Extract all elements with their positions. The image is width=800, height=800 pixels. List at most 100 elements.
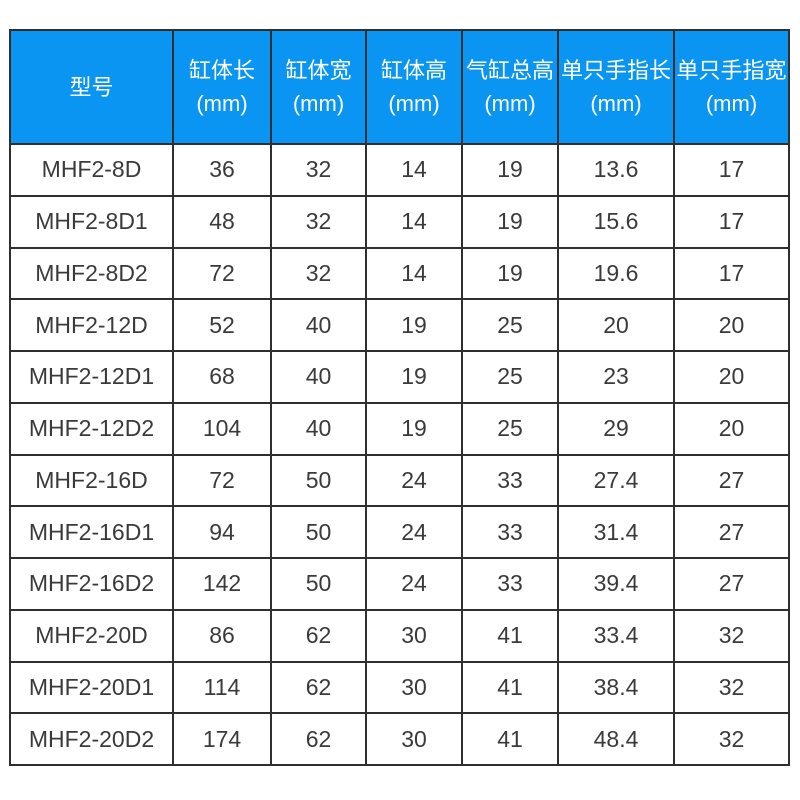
table-row: MHF2-16D 72 50 24 33 27.4 27: [9, 453, 790, 508]
column-header-model: 型号: [9, 29, 174, 145]
table-cell: 20: [673, 350, 790, 404]
column-header-body-height: 缸体高 (mm): [365, 29, 463, 145]
model-cell: MHF2-8D1: [9, 194, 174, 249]
table-cell: 40: [270, 350, 367, 404]
table-cell: 29: [557, 401, 675, 456]
table-cell: 24: [365, 505, 463, 559]
table-cell: 72: [172, 453, 272, 508]
table-cell: 62: [270, 712, 367, 766]
table-cell: 25: [461, 350, 559, 404]
column-header-unit: (mm): [292, 91, 345, 116]
table-cell: 62: [270, 660, 367, 715]
table-cell: 17: [673, 143, 790, 197]
table-cell: 19: [365, 350, 463, 404]
table-row: MHF2-12D1 68 40 19 25 23 20: [9, 350, 790, 404]
table-cell: 33.4: [557, 608, 675, 663]
table-cell: 31.4: [557, 505, 675, 559]
table-cell: 41: [461, 608, 559, 663]
table-cell: 20: [557, 298, 675, 352]
table-cell: 17: [673, 194, 790, 249]
table-cell: 52: [172, 298, 272, 352]
table-header: 型号 缸体长 (mm) 缸体宽 (mm) 缸体高 (mm) 气缸总高 (m: [9, 29, 790, 145]
table-cell: 40: [270, 401, 367, 456]
table-cell: 14: [365, 246, 463, 301]
table-cell: 32: [673, 712, 790, 766]
table-cell: 94: [172, 505, 272, 559]
table-cell: 15.6: [557, 194, 675, 249]
column-header-body-length: 缸体长 (mm): [172, 29, 272, 145]
model-cell: MHF2-16D: [9, 453, 174, 508]
model-cell: MHF2-20D2: [9, 712, 174, 766]
table-cell: 20: [673, 401, 790, 456]
model-cell: MHF2-20D1: [9, 660, 174, 715]
table-cell: 13.6: [557, 143, 675, 197]
table-cell: 32: [270, 246, 367, 301]
table-cell: 41: [461, 712, 559, 766]
table-cell: 14: [365, 194, 463, 249]
model-cell: MHF2-8D: [9, 143, 174, 197]
table-cell: 19: [365, 401, 463, 456]
column-header-unit: (mm): [484, 91, 536, 116]
model-cell: MHF2-12D: [9, 298, 174, 352]
model-cell: MHF2-12D1: [9, 350, 174, 404]
table-cell: 33: [461, 453, 559, 508]
table-row: MHF2-20D 86 62 30 41 33.4 32: [9, 608, 790, 663]
table-cell: 33: [461, 505, 559, 559]
table-cell: 32: [270, 143, 367, 197]
table-row: MHF2-20D2 174 62 30 41 48.4 32: [9, 712, 790, 766]
table-cell: 30: [365, 660, 463, 715]
table-cell: 142: [172, 557, 272, 611]
table-cell: 33: [461, 557, 559, 611]
table-row: MHF2-12D 52 40 19 25 20 20: [9, 298, 790, 352]
table-header-row: 型号 缸体长 (mm) 缸体宽 (mm) 缸体高 (mm) 气缸总高 (m: [9, 29, 790, 145]
table-cell: 14: [365, 143, 463, 197]
table-cell: 114: [172, 660, 272, 715]
column-header-body-width: 缸体宽 (mm): [270, 29, 367, 145]
table-cell: 25: [461, 401, 559, 456]
table-cell: 72: [172, 246, 272, 301]
table-cell: 27: [673, 505, 790, 559]
model-cell: MHF2-8D2: [9, 246, 174, 301]
column-header-label: 缸体高: [380, 58, 447, 83]
table-body: MHF2-8D 36 32 14 19 13.6 17 MHF2-8D1 48 …: [9, 143, 790, 766]
column-header-unit: (mm): [388, 91, 440, 116]
column-header-unit: (mm): [705, 91, 758, 116]
table-cell: 50: [270, 557, 367, 611]
table-cell: 50: [270, 453, 367, 508]
table-cell: 86: [172, 608, 272, 663]
model-cell: MHF2-16D1: [9, 505, 174, 559]
table-cell: 174: [172, 712, 272, 766]
model-cell: MHF2-12D2: [9, 401, 174, 456]
table-cell: 27: [673, 453, 790, 508]
column-header-label: 缸体宽: [285, 58, 352, 83]
table-cell: 32: [270, 194, 367, 249]
table-cell: 25: [461, 298, 559, 352]
table-row: MHF2-12D2 104 40 19 25 29 20: [9, 401, 790, 456]
spec-table: 型号 缸体长 (mm) 缸体宽 (mm) 缸体高 (mm) 气缸总高 (m: [9, 29, 790, 766]
table-cell: 19: [461, 246, 559, 301]
table-cell: 27.4: [557, 453, 675, 508]
table-cell: 41: [461, 660, 559, 715]
table-cell: 62: [270, 608, 367, 663]
table-cell: 27: [673, 557, 790, 611]
table-cell: 23: [557, 350, 675, 404]
table-row: MHF2-8D1 48 32 14 19 15.6 17: [9, 194, 790, 249]
table-cell: 104: [172, 401, 272, 456]
table-cell: 68: [172, 350, 272, 404]
table-cell: 40: [270, 298, 367, 352]
table-cell: 17: [673, 246, 790, 301]
table-cell: 20: [673, 298, 790, 352]
table-row: MHF2-20D1 114 62 30 41 38.4 32: [9, 660, 790, 715]
table-cell: 19: [461, 143, 559, 197]
table-row: MHF2-16D2 142 50 24 33 39.4 27: [9, 557, 790, 611]
column-header-finger-width: 单只手指宽 (mm): [673, 29, 790, 145]
column-header-label: 单只手指宽: [676, 58, 787, 83]
table-row: MHF2-8D 36 32 14 19 13.6 17: [9, 143, 790, 197]
table-cell: 19: [461, 194, 559, 249]
column-header-total-height: 气缸总高 (mm): [461, 29, 559, 145]
table-cell: 48.4: [557, 712, 675, 766]
table-cell: 19: [365, 298, 463, 352]
table-cell: 24: [365, 557, 463, 611]
column-header-label: 气缸总高: [465, 58, 554, 83]
